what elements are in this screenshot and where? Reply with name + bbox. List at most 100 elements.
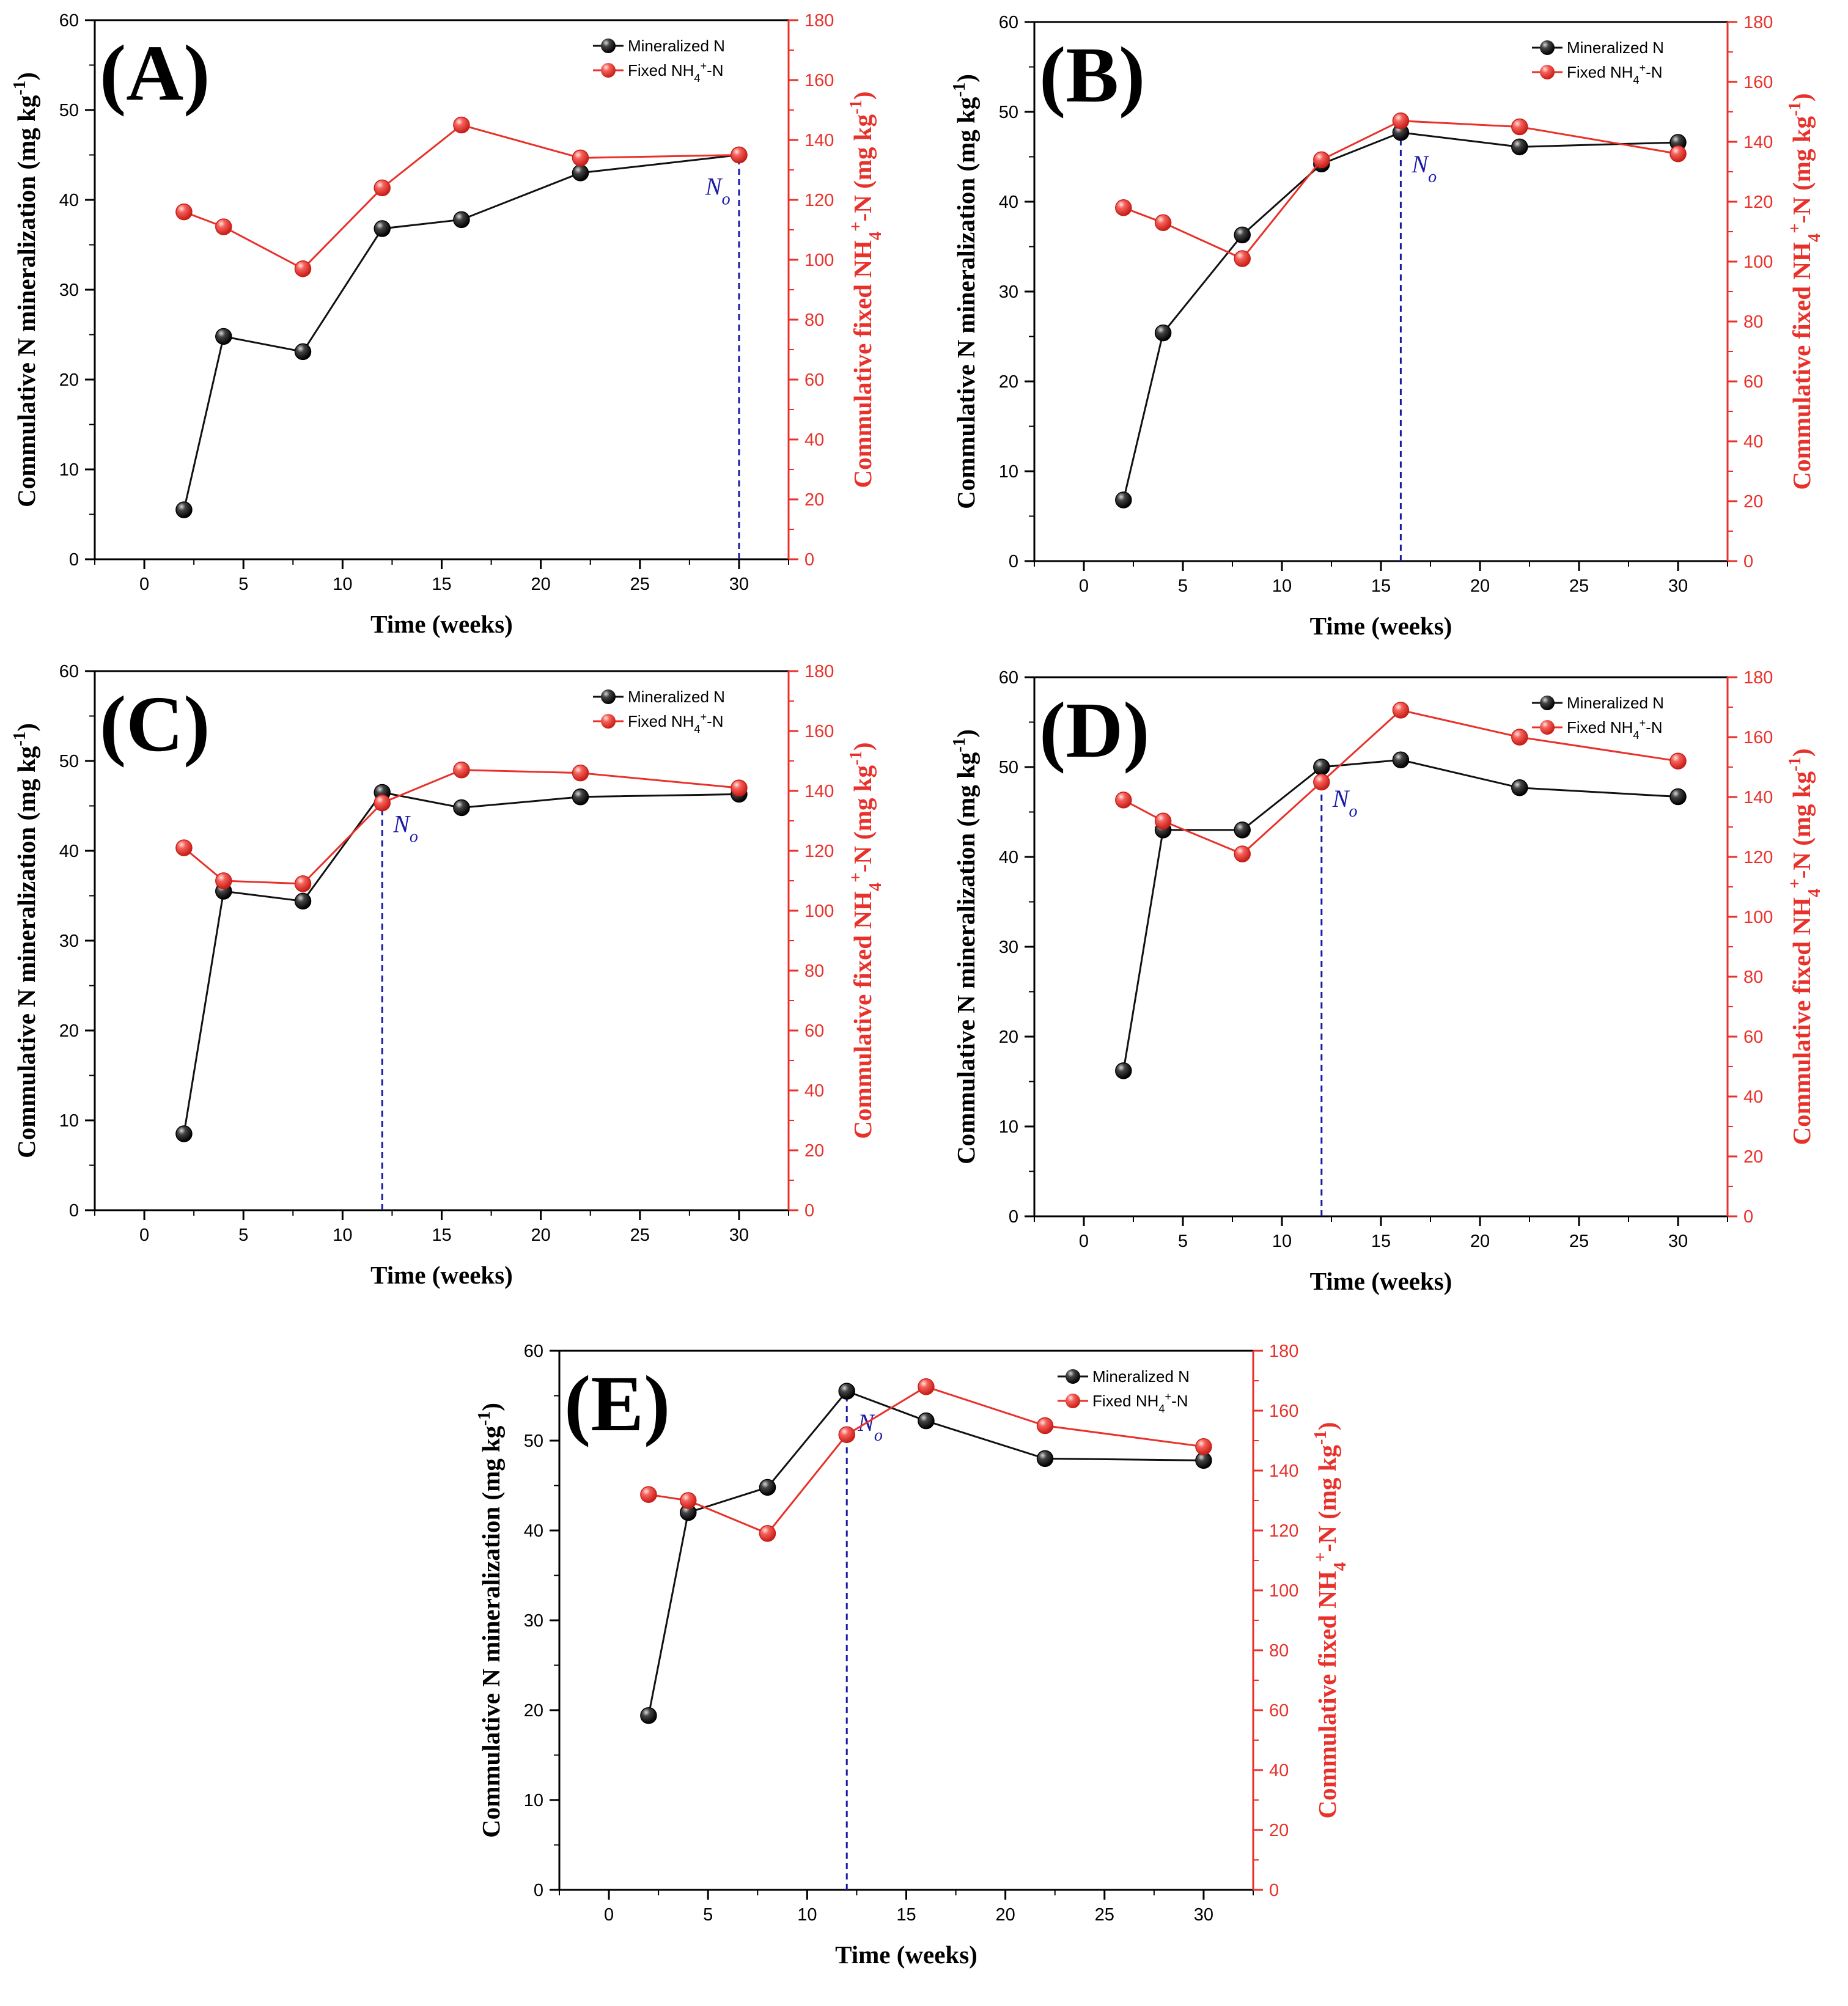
left-y-tick-label: 50 — [524, 1431, 543, 1451]
x-tick-label: 10 — [797, 1905, 817, 1925]
right-y-tick-label: 60 — [804, 1021, 824, 1041]
left-y-tick-label: 0 — [1009, 552, 1018, 571]
mineralized-n-point — [1392, 751, 1410, 768]
x-tick-label: 15 — [1371, 576, 1391, 596]
legend-marker — [1540, 720, 1555, 735]
x-tick-label: 0 — [139, 575, 149, 594]
left-y-tick-label: 60 — [59, 662, 79, 682]
right-y-tick-label: 40 — [804, 1081, 824, 1101]
mineralized-n-point — [759, 1479, 776, 1496]
x-tick-label: 20 — [1470, 1232, 1490, 1251]
left-y-tick-label: 50 — [999, 103, 1018, 122]
fixed-nh4-line — [183, 769, 740, 885]
x-axis-title: Time (weeks) — [835, 1941, 977, 1969]
x-tick-label: 0 — [604, 1905, 614, 1925]
right-y-tick-label: 0 — [1743, 1207, 1753, 1227]
x-tick-label: 15 — [896, 1905, 916, 1925]
right-y-tick-label: 140 — [1269, 1461, 1298, 1481]
left-y-tick-label: 60 — [999, 668, 1018, 688]
left-y-tick-label: 10 — [59, 1111, 79, 1131]
x-tick-label: 5 — [703, 1905, 713, 1925]
mineralized-n-point — [1115, 1062, 1132, 1079]
mineralized-n-point — [1511, 779, 1528, 796]
no-label: No — [392, 810, 418, 846]
right-y-tick-label: 20 — [1743, 492, 1763, 512]
fixed-nh4-point — [838, 1426, 855, 1443]
mineralized-n-point — [572, 164, 589, 182]
fixed-nh4-point — [572, 149, 589, 167]
left-y-tick-label: 30 — [59, 931, 79, 951]
left-y-axis-title: Commulative N mineralization (mg kg-1) — [10, 723, 40, 1158]
left-y-tick-label: 60 — [59, 11, 79, 31]
left-y-tick-label: 20 — [524, 1701, 543, 1721]
mineralized-n-point — [453, 211, 470, 229]
right-y-tick-label: 60 — [1743, 372, 1763, 392]
legend-marker — [1540, 65, 1555, 79]
mineralized-n-point — [640, 1707, 657, 1724]
right-y-tick-label: 180 — [804, 11, 834, 31]
fixed-nh4-point — [1511, 118, 1528, 136]
x-tick-label: 5 — [238, 1225, 248, 1245]
left-y-tick-label: 30 — [999, 282, 1018, 302]
fixed-nh4-point — [1115, 199, 1132, 216]
mineralized-n-point — [294, 892, 312, 910]
left-y-axis-title: Commulative N mineralization (mg kg-1) — [474, 1403, 505, 1838]
left-y-tick-label: 40 — [999, 848, 1018, 867]
left-y-axis-title: Commulative N mineralization (mg kg-1) — [949, 74, 980, 509]
chart-panel-c: 0 5 10 15 20 25 30 0 10 20 30 40 50 60 0 20 40 60 80 100 120… — [10, 662, 885, 1289]
left-y-tick-label: 10 — [59, 460, 79, 480]
x-tick-label: 25 — [1569, 1232, 1589, 1251]
x-tick-label: 10 — [1272, 1232, 1292, 1251]
fixed-nh4-point — [1313, 773, 1330, 791]
panel-label: (E) — [564, 1360, 670, 1448]
legend-entry: Fixed NH4+-N — [1567, 717, 1663, 741]
fixed-nh4-point — [1154, 812, 1172, 829]
left-y-tick-label: 40 — [59, 191, 79, 210]
right-y-tick-label: 180 — [804, 662, 834, 682]
left-y-tick-label: 10 — [999, 1117, 1018, 1137]
right-y-tick-label: 0 — [1269, 1881, 1279, 1900]
x-tick-label: 25 — [630, 575, 650, 594]
left-y-tick-label: 60 — [999, 13, 1018, 32]
right-y-tick-label: 100 — [804, 902, 834, 921]
right-y-tick-label: 40 — [804, 430, 824, 450]
x-tick-label: 30 — [729, 575, 749, 594]
right-y-tick-label: 20 — [1269, 1821, 1289, 1840]
right-y-tick-label: 140 — [1743, 133, 1773, 152]
x-tick-label: 5 — [238, 575, 248, 594]
fixed-nh4-point — [1195, 1438, 1212, 1455]
x-tick-label: 30 — [1668, 1232, 1688, 1251]
mineralized-n-line — [183, 154, 740, 510]
right-y-tick-label: 180 — [1743, 668, 1773, 688]
x-axis-title: Time (weeks) — [370, 1261, 513, 1289]
x-tick-label: 15 — [432, 1225, 451, 1245]
x-tick-label: 15 — [1371, 1232, 1391, 1251]
legend-marker — [601, 714, 616, 729]
right-y-tick-label: 100 — [804, 251, 834, 270]
right-y-tick-label: 100 — [1743, 252, 1773, 272]
fixed-nh4-line — [183, 123, 739, 270]
right-y-tick-label: 140 — [804, 131, 834, 150]
panel-label: (A) — [100, 29, 210, 117]
fixed-nh4-point — [1669, 752, 1687, 770]
legend-entry: Mineralized N — [1567, 694, 1664, 712]
fixed-nh4-point — [215, 872, 232, 889]
x-tick-label: 30 — [1194, 1905, 1213, 1925]
chart-panel-d: 0 5 10 15 20 25 30 0 10 20 30 40 50 60 0 20 40 60 80 100 120… — [949, 668, 1824, 1295]
right-y-tick-label: 0 — [804, 1201, 814, 1221]
fixed-nh4-point — [1115, 792, 1132, 809]
fixed-nh4-point — [1392, 702, 1410, 719]
left-y-tick-label: 30 — [524, 1611, 543, 1631]
no-label: No — [1411, 150, 1437, 186]
fixed-nh4-point — [731, 779, 748, 796]
x-tick-label: 20 — [531, 575, 551, 594]
fixed-nh4-point — [640, 1486, 657, 1503]
left-y-tick-label: 40 — [524, 1521, 543, 1541]
fixed-nh4-point — [918, 1378, 935, 1395]
mineralized-n-point — [294, 343, 312, 361]
right-y-tick-label: 40 — [1743, 1087, 1763, 1107]
mineralized-n-point — [838, 1383, 855, 1400]
x-tick-label: 5 — [1178, 576, 1188, 596]
right-y-tick-label: 20 — [804, 1141, 824, 1161]
fixed-nh4-point — [1036, 1417, 1054, 1435]
